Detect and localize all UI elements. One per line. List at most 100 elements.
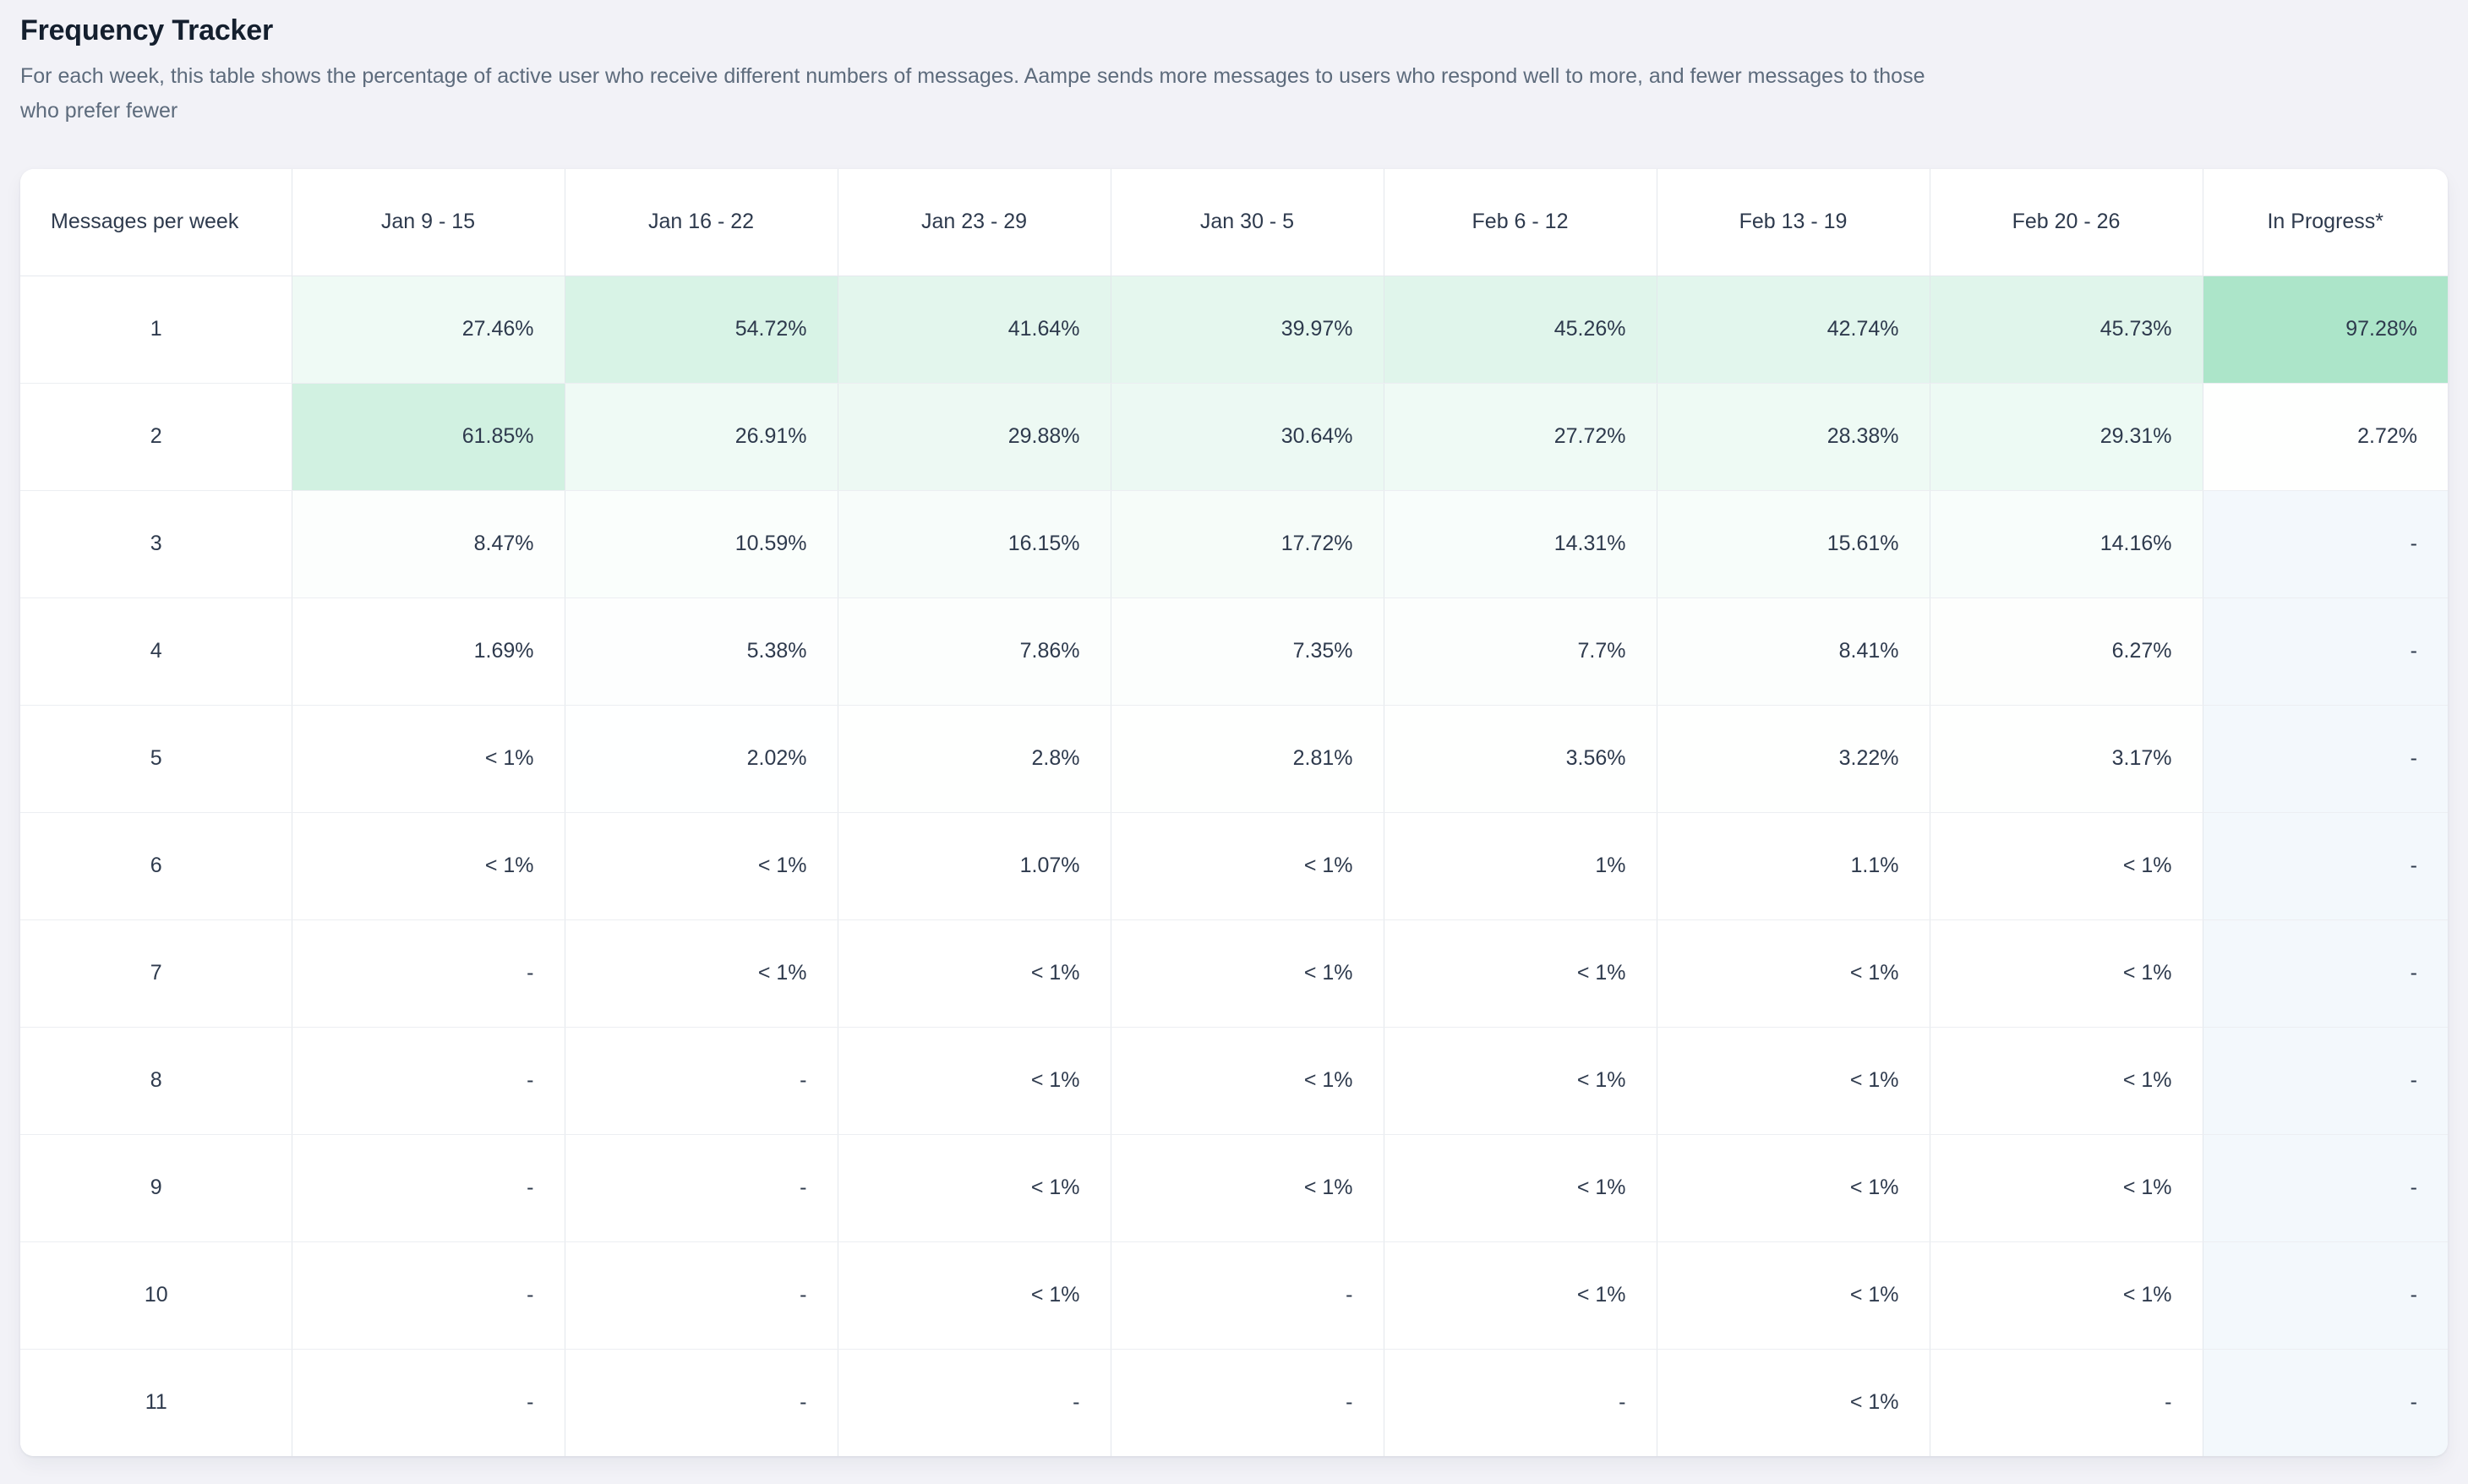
- value-cell: 3.17%: [1930, 705, 2203, 813]
- value-cell: < 1%: [838, 919, 1111, 1028]
- table-row: 3 8.47% 10.59% 16.15% 17.72% 14.31% 15.61% 14.1…: [20, 490, 2448, 598]
- value-cell: 1.1%: [1657, 812, 1930, 920]
- value-cell: 45.26%: [1384, 276, 1657, 384]
- table-row: 1 27.46% 54.72% 41.64% 39.97% 45.26% 42.74% 45.…: [20, 276, 2448, 384]
- value-cell: 8.47%: [292, 490, 565, 598]
- value-cell: 2.81%: [1111, 705, 1384, 813]
- value-cell: < 1%: [1657, 1027, 1930, 1135]
- value-cell: 26.91%: [565, 383, 838, 491]
- value-cell: < 1%: [1930, 1241, 2203, 1350]
- table-row: 5 < 1% 2.02% 2.8% 2.81% 3.56% 3.22% 3.17% -: [20, 705, 2448, 813]
- value-cell: 14.31%: [1384, 490, 1657, 598]
- row-label: 3: [20, 490, 292, 598]
- value-cell: < 1%: [1384, 919, 1657, 1028]
- table-row: 4 1.69% 5.38% 7.86% 7.35% 7.7% 8.41% 6.27% -: [20, 597, 2448, 706]
- value-cell: 97.28%: [2203, 276, 2448, 384]
- value-cell: -: [2203, 812, 2448, 920]
- page-description: For each week, this table shows the perc…: [20, 64, 1925, 123]
- value-cell: < 1%: [1930, 1134, 2203, 1242]
- value-cell: -: [2203, 1349, 2448, 1456]
- value-cell: 1%: [1384, 812, 1657, 920]
- row-label: 5: [20, 705, 292, 813]
- table-row: 7- < 1% < 1% < 1% < 1% < 1% < 1% -: [20, 919, 2448, 1028]
- value-cell: 5.38%: [565, 597, 838, 706]
- column-header-in-progress: In Progress*: [2203, 169, 2448, 276]
- table-row: 2 61.85% 26.91% 29.88% 30.64% 27.72% 28.38% 29.…: [20, 383, 2448, 491]
- value-cell: -: [292, 919, 565, 1028]
- value-cell: 17.72%: [1111, 490, 1384, 598]
- row-label: 7: [20, 919, 292, 1028]
- value-cell: 28.38%: [1657, 383, 1930, 491]
- column-header-jan-23-29: Jan 23 - 29: [838, 169, 1111, 276]
- value-cell: -: [1111, 1241, 1384, 1350]
- value-cell: 10.59%: [565, 490, 838, 598]
- table-header: Messages per week Jan 9 - 15 Jan 16 - 22…: [20, 169, 2448, 276]
- table-body: 1 27.46% 54.72% 41.64% 39.97% 45.26% 42.74% 45.…: [20, 276, 2448, 1456]
- value-cell: -: [2203, 705, 2448, 813]
- value-cell: 27.46%: [292, 276, 565, 384]
- value-cell: -: [565, 1241, 838, 1350]
- value-cell: -: [2203, 597, 2448, 706]
- column-header-feb-13-19: Feb 13 - 19: [1657, 169, 1930, 276]
- value-cell: < 1%: [1930, 1027, 2203, 1135]
- value-cell: 2.72%: [2203, 383, 2448, 491]
- value-cell: < 1%: [1111, 1134, 1384, 1242]
- value-cell: < 1%: [1384, 1027, 1657, 1135]
- value-cell: 7.35%: [1111, 597, 1384, 706]
- column-header-feb-20-26: Feb 20 - 26: [1930, 169, 2203, 276]
- value-cell: 42.74%: [1657, 276, 1930, 384]
- row-label: 4: [20, 597, 292, 706]
- value-cell: 7.7%: [1384, 597, 1657, 706]
- frequency-table-card: Messages per week Jan 9 - 15 Jan 16 - 22…: [20, 169, 2448, 1456]
- value-cell: < 1%: [1657, 1134, 1930, 1242]
- column-header-messages-per-week: Messages per week: [20, 169, 292, 276]
- value-cell: -: [2203, 1134, 2448, 1242]
- value-cell: < 1%: [565, 919, 838, 1028]
- value-cell: 16.15%: [838, 490, 1111, 598]
- column-header-jan-16-22: Jan 16 - 22: [565, 169, 838, 276]
- value-cell: -: [1930, 1349, 2203, 1456]
- value-cell: 15.61%: [1657, 490, 1930, 598]
- value-cell: -: [2203, 490, 2448, 598]
- row-label: 2: [20, 383, 292, 491]
- row-label: 6: [20, 812, 292, 920]
- value-cell: -: [1384, 1349, 1657, 1456]
- value-cell: 41.64%: [838, 276, 1111, 384]
- value-cell: -: [1111, 1349, 1384, 1456]
- column-header-jan-30-5: Jan 30 - 5: [1111, 169, 1384, 276]
- value-cell: < 1%: [1384, 1134, 1657, 1242]
- column-header-jan-9-15: Jan 9 - 15: [292, 169, 565, 276]
- value-cell: 2.02%: [565, 705, 838, 813]
- value-cell: 27.72%: [1384, 383, 1657, 491]
- value-cell: < 1%: [292, 705, 565, 813]
- value-cell: < 1%: [1111, 1027, 1384, 1135]
- value-cell: < 1%: [292, 812, 565, 920]
- value-cell: -: [292, 1027, 565, 1135]
- row-label: 9: [20, 1134, 292, 1242]
- row-label: 10: [20, 1241, 292, 1350]
- row-label: 11: [20, 1349, 292, 1456]
- value-cell: 7.86%: [838, 597, 1111, 706]
- value-cell: < 1%: [565, 812, 838, 920]
- frequency-table: Messages per week Jan 9 - 15 Jan 16 - 22…: [20, 169, 2448, 1456]
- table-row: 8- - < 1% < 1% < 1% < 1% < 1% -: [20, 1027, 2448, 1135]
- value-cell: < 1%: [1930, 919, 2203, 1028]
- value-cell: -: [565, 1134, 838, 1242]
- value-cell: -: [565, 1349, 838, 1456]
- table-row: 6 < 1% < 1% 1.07% < 1% 1% 1.1% < 1% -: [20, 812, 2448, 920]
- value-cell: 8.41%: [1657, 597, 1930, 706]
- row-label: 1: [20, 276, 292, 384]
- value-cell: < 1%: [1657, 1349, 1930, 1456]
- value-cell: 6.27%: [1930, 597, 2203, 706]
- value-cell: -: [565, 1027, 838, 1135]
- value-cell: 14.16%: [1930, 490, 2203, 598]
- header-row: Messages per week Jan 9 - 15 Jan 16 - 22…: [20, 169, 2448, 276]
- table-row: 10- - < 1% - < 1% < 1% < 1% -: [20, 1241, 2448, 1350]
- page-title: Frequency Tracker: [20, 14, 273, 46]
- value-cell: 45.73%: [1930, 276, 2203, 384]
- value-cell: < 1%: [1930, 812, 2203, 920]
- value-cell: -: [292, 1134, 565, 1242]
- value-cell: < 1%: [838, 1027, 1111, 1135]
- value-cell: 2.8%: [838, 705, 1111, 813]
- value-cell: -: [2203, 1027, 2448, 1135]
